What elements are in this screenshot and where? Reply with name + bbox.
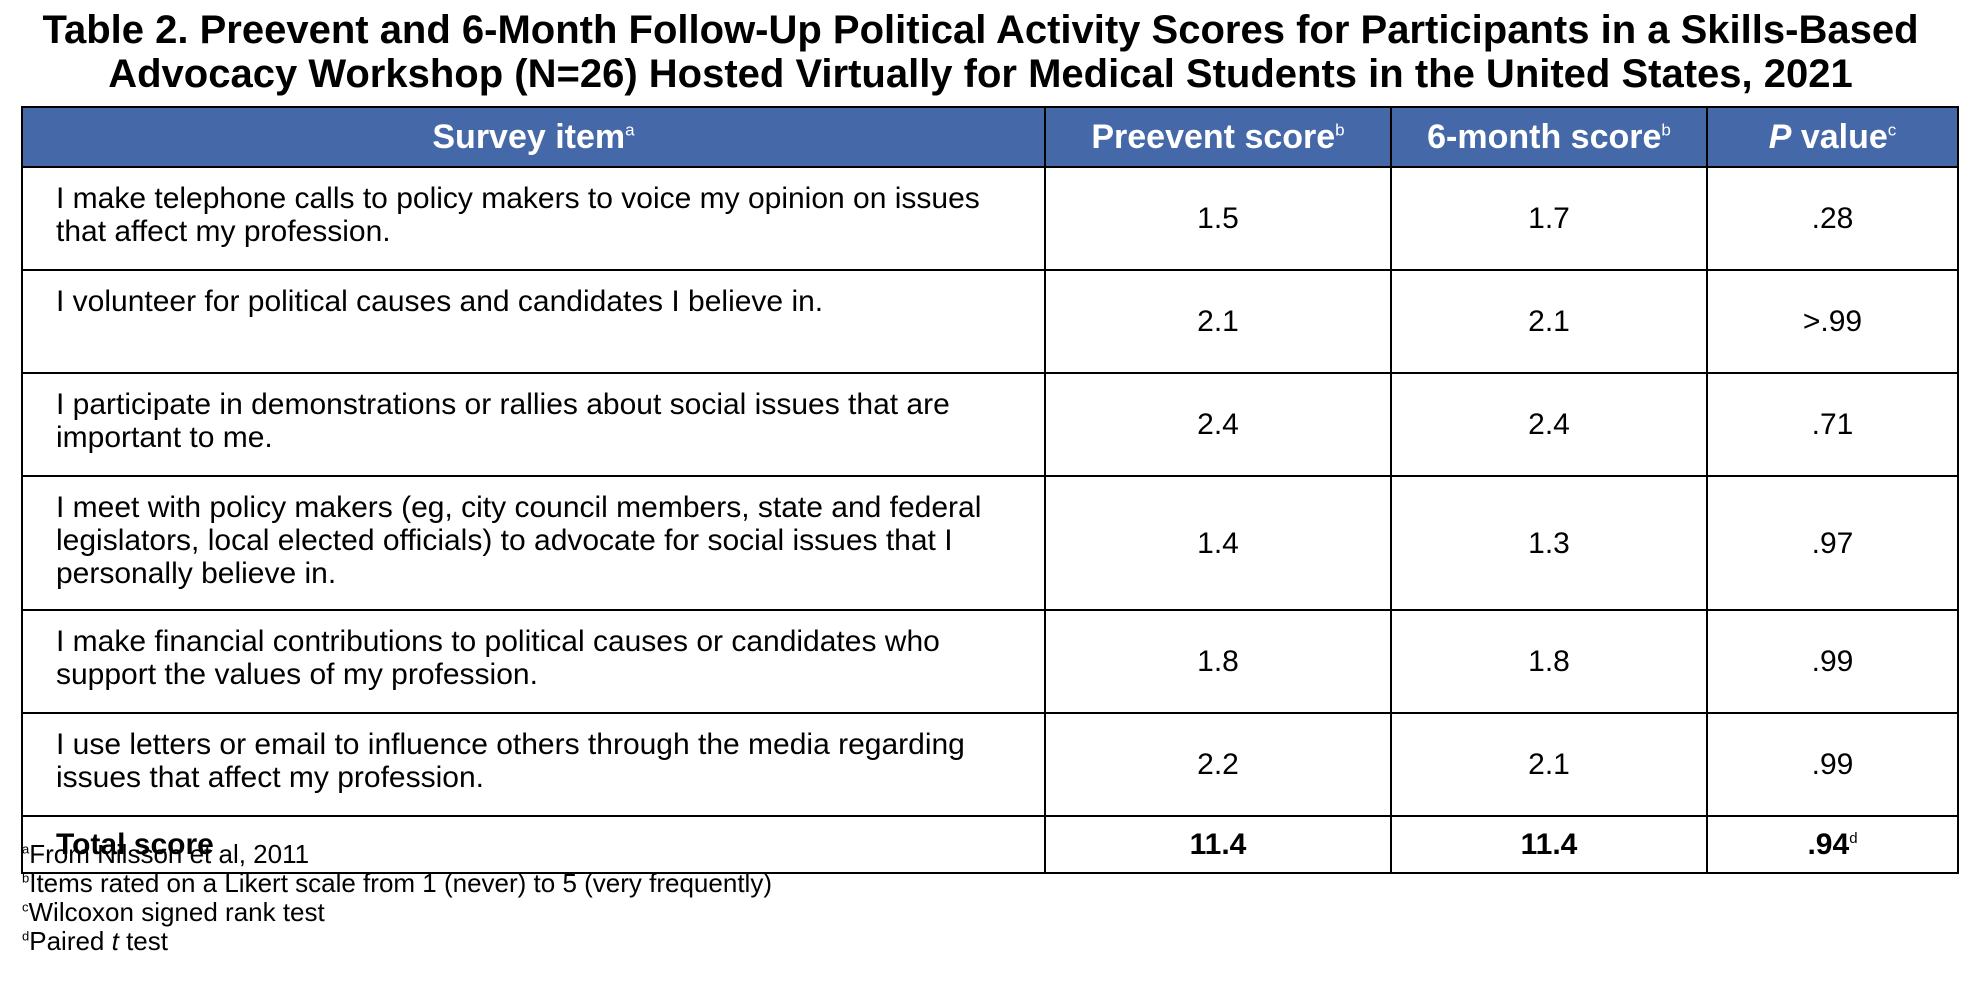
total-score-label: Total score (21, 815, 1046, 874)
table-header-row: Survey itema Preevent scoreb 6-month sco… (21, 106, 1959, 168)
footnote-a: aFrom Nilsson et al, 2011 (22, 839, 310, 869)
preevent-score-cell: 2.1 (1044, 269, 1392, 374)
survey-item-cell: I make telephone calls to policy makers … (21, 166, 1046, 271)
preevent-score-cell: 2.4 (1044, 372, 1392, 477)
footnote-mark-d: d (1849, 830, 1858, 847)
table-title-line-1: Table 2. Preevent and 6-Month Follow-Up … (42, 8, 1919, 52)
total-six-month-score: 11.4 (1390, 815, 1708, 874)
table-row: I make telephone calls to policy makers … (21, 166, 1959, 271)
header-p-value: P valuec (1706, 106, 1959, 168)
six-month-score-cell: 2.4 (1390, 372, 1708, 477)
table-row: I meet with policy makers (eg, city coun… (21, 475, 1959, 611)
p-value-cell: .28 (1706, 166, 1959, 271)
footnote-d: dPaired t test (22, 926, 168, 956)
preevent-score-cell: 2.2 (1044, 712, 1392, 817)
survey-item-cell: I make financial contributions to politi… (21, 609, 1046, 714)
footnote-mark-b: b (1335, 120, 1345, 140)
scores-table: Survey itema Preevent scoreb 6-month sco… (21, 106, 1959, 874)
p-value-cell: .99 (1706, 609, 1959, 714)
six-month-score-cell: 1.8 (1390, 609, 1708, 714)
header-preevent-score: Preevent scoreb (1044, 106, 1392, 168)
table-row: I use letters or email to influence othe… (21, 712, 1959, 817)
table-row: I make financial contributions to politi… (21, 609, 1959, 714)
preevent-score-cell: 1.5 (1044, 166, 1392, 271)
six-month-score-cell: 2.1 (1390, 269, 1708, 374)
footnote-c: cWilcoxon signed rank test (22, 897, 325, 927)
footnote-mark-c: c (1887, 120, 1897, 140)
table-title-line-2: Advocacy Workshop (N=26) Hosted Virtuall… (108, 52, 1853, 96)
preevent-score-cell: 1.8 (1044, 609, 1392, 714)
table-footnotes: aFrom Nilsson et al, 2011 bItems rated o… (22, 840, 772, 956)
header-6-month-score: 6-month scoreb (1390, 106, 1708, 168)
survey-item-cell: I volunteer for political causes and can… (21, 269, 1046, 374)
table-title: Table 2. Preevent and 6-Month Follow-Up … (0, 8, 1961, 96)
p-value-cell: .99 (1706, 712, 1959, 817)
p-value-cell: >.99 (1706, 269, 1959, 374)
footnote-mark-b: b (1661, 120, 1671, 140)
survey-item-cell: I use letters or email to influence othe… (21, 712, 1046, 817)
total-p-value: .94d (1706, 815, 1959, 874)
p-value-cell: .71 (1706, 372, 1959, 477)
survey-item-cell: I meet with policy makers (eg, city coun… (21, 475, 1046, 611)
survey-item-cell: I participate in demonstrations or ralli… (21, 372, 1046, 477)
table-row: I volunteer for political causes and can… (21, 269, 1959, 374)
footnote-b: bItems rated on a Likert scale from 1 (n… (22, 868, 772, 898)
six-month-score-cell: 1.3 (1390, 475, 1708, 611)
p-value-cell: .97 (1706, 475, 1959, 611)
header-survey-item: Survey itema (21, 106, 1046, 168)
preevent-score-cell: 1.4 (1044, 475, 1392, 611)
table-row: I participate in demonstrations or ralli… (21, 372, 1959, 477)
total-score-row: Total score 11.4 11.4 .94d (21, 815, 1959, 874)
footnote-mark-a: a (625, 120, 635, 140)
six-month-score-cell: 2.1 (1390, 712, 1708, 817)
six-month-score-cell: 1.7 (1390, 166, 1708, 271)
total-preevent-score: 11.4 (1044, 815, 1392, 874)
